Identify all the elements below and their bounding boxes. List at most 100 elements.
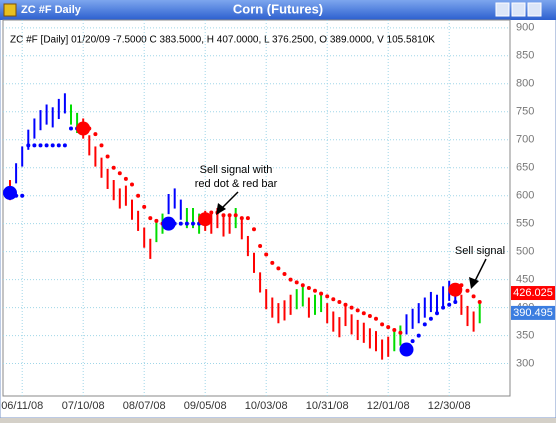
stop-dot	[148, 216, 153, 221]
stop-dot	[252, 227, 256, 232]
stop-dot	[410, 339, 415, 344]
stop-dot	[428, 316, 433, 321]
stop-dot	[99, 143, 104, 148]
y-tick-label: 800	[516, 78, 534, 90]
x-tick-label: 09/05/08	[184, 400, 227, 412]
sell-signal	[448, 282, 463, 297]
stop-dot	[343, 302, 348, 307]
y-tick-label: 600	[516, 190, 534, 202]
stop-dot	[154, 218, 159, 223]
stop-dot	[69, 126, 73, 131]
annotation: Sell signal	[455, 245, 505, 257]
arrow	[473, 258, 487, 284]
stop-dot	[380, 322, 385, 327]
stop-dot	[288, 277, 293, 282]
x-tick-label: 07/10/08	[62, 400, 105, 412]
sell-signal	[198, 212, 213, 227]
stop-dot	[465, 288, 470, 293]
stop-dot	[239, 216, 244, 221]
stop-dot	[221, 213, 226, 218]
stop-dot	[270, 260, 275, 265]
stop-dot	[325, 294, 330, 299]
x-tick-label: 06/11/08	[1, 400, 43, 412]
stop-dot	[233, 213, 238, 218]
stop-dot	[32, 143, 37, 148]
stop-dot	[392, 327, 397, 332]
stop-dot	[245, 216, 250, 221]
stop-dot	[136, 193, 141, 198]
plot-area	[2, 19, 511, 397]
stop-dot	[105, 154, 110, 159]
stop-dot	[20, 193, 25, 198]
stop-dot	[276, 266, 281, 271]
buy-signal	[161, 216, 176, 231]
stop-dot	[337, 300, 342, 304]
readout: ZC #F [Daily] 01/20/09 -7.5000 C 383.500…	[10, 35, 435, 46]
stop-dot	[111, 165, 116, 170]
price-label: 426.025	[513, 287, 553, 299]
stop-dot	[447, 302, 452, 307]
stop-dot	[191, 221, 195, 226]
stop-dot	[386, 325, 391, 330]
y-tick-label: 350	[516, 329, 534, 341]
app-icon	[3, 3, 17, 17]
stop-dot	[367, 313, 372, 318]
stop-dot	[178, 221, 183, 226]
arrow-head	[216, 203, 226, 215]
stop-dot	[38, 143, 43, 148]
stop-dot	[117, 171, 122, 176]
y-tick-label: 550	[516, 218, 534, 230]
stop-dot	[313, 288, 317, 293]
title-bar	[0, 0, 556, 20]
stop-dot	[441, 305, 446, 310]
stop-dot	[355, 308, 360, 313]
stop-dot	[453, 300, 458, 304]
stop-dot	[471, 294, 476, 299]
y-tick-label: 500	[516, 246, 534, 258]
stop-dot	[93, 132, 98, 137]
x-tick-label: 12/30/08	[428, 400, 471, 412]
stop-dot	[227, 213, 232, 218]
stop-dot	[258, 244, 263, 249]
arrow-head	[469, 277, 479, 289]
stop-dot	[435, 311, 439, 316]
stop-dot	[264, 252, 269, 257]
stop-dot	[422, 322, 427, 327]
stop-dot	[62, 143, 67, 148]
x-tick-label: 10/31/08	[306, 400, 349, 412]
window-title: ZC #F Daily	[21, 4, 82, 16]
annotation: red dot & red bar	[195, 178, 278, 190]
stop-dot	[300, 283, 305, 288]
maximize-button[interactable]	[511, 2, 526, 17]
stop-dot	[209, 210, 214, 215]
x-tick-label: 08/07/08	[123, 400, 166, 412]
sell-signal	[76, 121, 91, 136]
y-tick-label: 750	[516, 106, 534, 118]
y-tick-label: 700	[516, 134, 534, 146]
stop-dot	[44, 143, 49, 148]
stop-dot	[477, 300, 482, 304]
stop-dot	[306, 286, 311, 291]
stop-dot	[416, 333, 421, 338]
price-label: 390.495	[513, 307, 553, 319]
stop-dot	[361, 311, 366, 316]
stop-dot	[123, 176, 128, 181]
x-tick-label: 12/01/08	[367, 400, 410, 412]
stop-dot	[398, 330, 403, 335]
stop-dot	[142, 204, 147, 209]
stop-dot	[184, 221, 189, 226]
chart-title: Corn (Futures)	[233, 1, 323, 16]
stop-dot	[349, 305, 354, 310]
buy-signal	[3, 185, 17, 200]
close-button[interactable]	[527, 2, 542, 17]
y-tick-label: 650	[516, 162, 534, 174]
price-label-box	[511, 305, 555, 320]
minimize-button[interactable]	[495, 2, 510, 17]
annotation: Sell signal with	[200, 164, 273, 176]
y-tick-label: 850	[516, 50, 534, 62]
buy-signal	[399, 342, 414, 357]
stop-dot	[26, 143, 31, 148]
y-tick-label: 450	[516, 274, 534, 286]
